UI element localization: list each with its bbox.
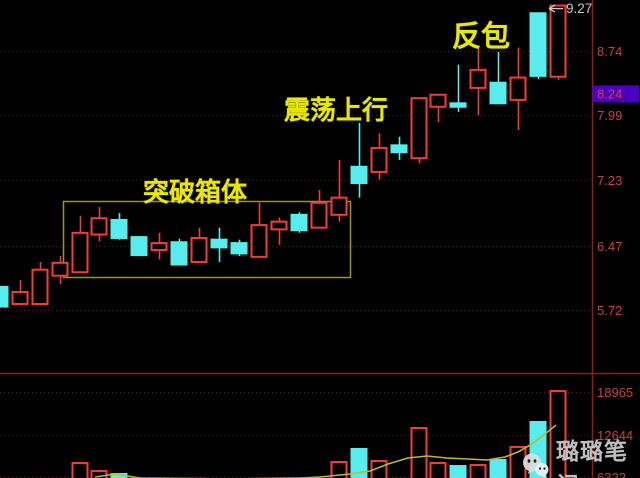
price-axis-label: 6.47 [597, 239, 622, 254]
volume-bar [489, 459, 507, 478]
volume-axis-label: 18965 [597, 385, 633, 400]
candle-body [0, 285, 9, 308]
candle-body [549, 4, 567, 78]
price-axis-label: 7.23 [597, 173, 622, 188]
candle-body [290, 213, 308, 232]
volume-bar [410, 426, 428, 478]
candle-body [310, 201, 328, 229]
volume-axis-label: 12644 [597, 428, 633, 443]
candle-body [410, 97, 428, 160]
volume-bar [469, 464, 487, 478]
price-axis-label: 5.72 [597, 303, 622, 318]
candle-body [130, 236, 148, 257]
candle-body [370, 146, 388, 173]
candle-body [31, 268, 49, 305]
watermark-text: 璐璐笔记 [556, 438, 628, 478]
breakout-box [62, 200, 352, 279]
volume-ma-line [94, 424, 557, 478]
candle-body [170, 241, 188, 266]
candle-body [150, 242, 168, 251]
candle-body [250, 224, 268, 258]
volume-axis-label: 6322 [597, 470, 626, 478]
price-axis-label: 7.99 [597, 108, 622, 123]
candle-body [11, 290, 29, 305]
candle-body [350, 165, 368, 185]
volume-bar [549, 390, 567, 478]
candle-body [390, 144, 408, 154]
candle-body [270, 220, 288, 231]
volume-bar [350, 447, 368, 478]
candle-body [230, 242, 248, 255]
current-price-label: 8.24 [597, 86, 622, 101]
wechat-icon [522, 452, 550, 478]
candle-body [469, 68, 487, 89]
high-marker-arrow [548, 4, 563, 13]
candle-body [330, 196, 348, 216]
candle-body [509, 76, 527, 101]
high-marker-label: 9.27 [566, 1, 592, 16]
candle-body [90, 217, 108, 236]
candle-body [110, 218, 128, 239]
volume-bar [449, 465, 467, 478]
candle-body [210, 238, 228, 249]
candle-body [489, 81, 507, 105]
volume-bar [429, 461, 447, 478]
candle-body [190, 236, 208, 263]
price-axis-label: 8.74 [597, 44, 622, 59]
candle-body [449, 102, 467, 108]
candle-body [429, 93, 447, 108]
candle-body [71, 231, 89, 274]
candle-body [51, 261, 69, 277]
watermark: 璐璐笔记 [522, 432, 640, 478]
candle-body [529, 12, 547, 77]
volume-bar [71, 461, 89, 478]
current-price-badge [592, 85, 639, 103]
